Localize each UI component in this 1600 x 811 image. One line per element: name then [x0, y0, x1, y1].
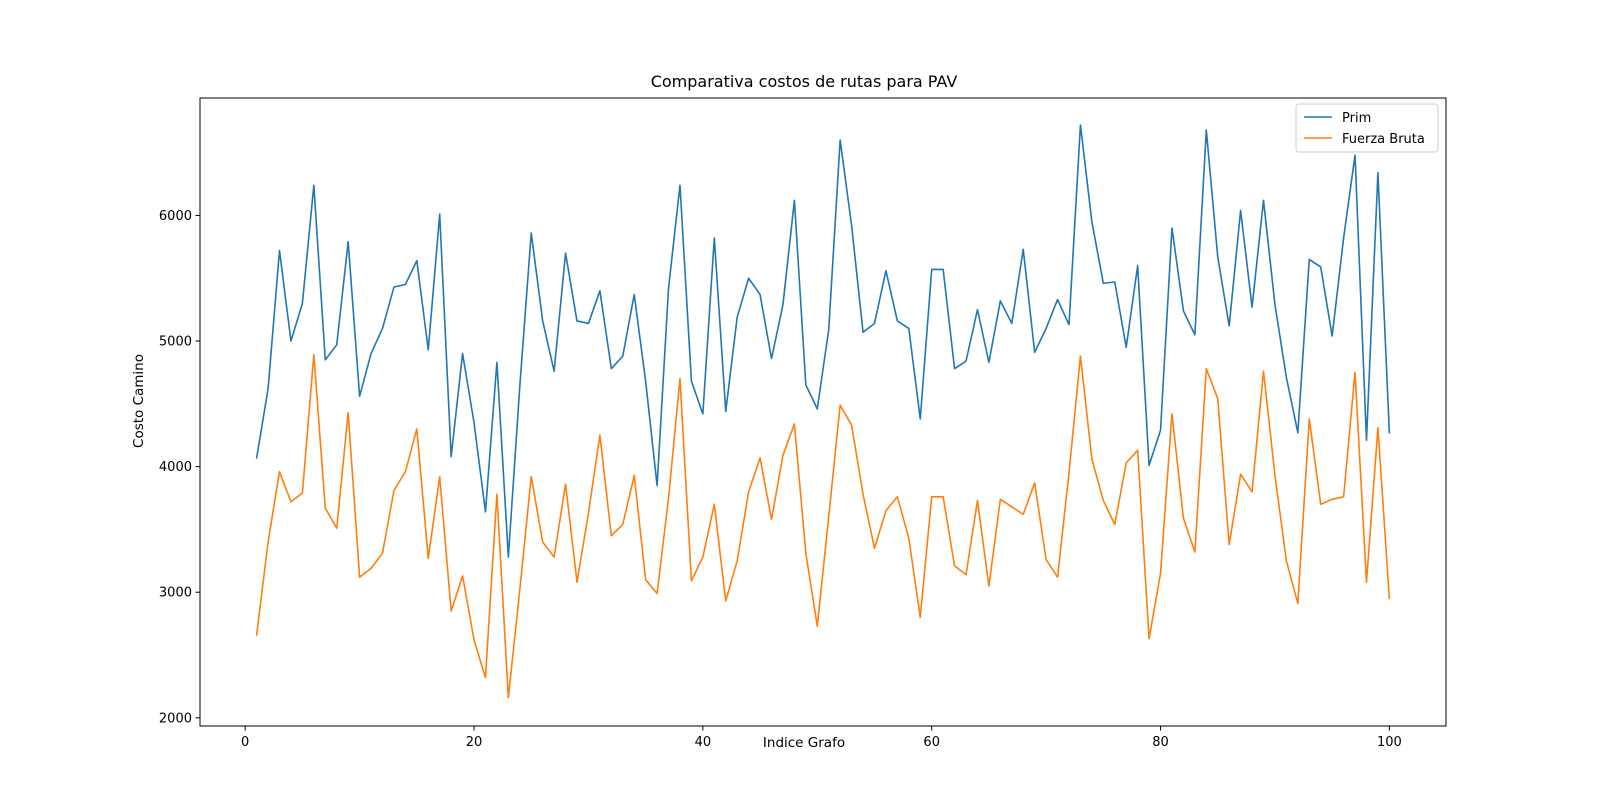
plot-frame	[199, 97, 1447, 727]
chart-title: Comparativa costos de rutas para PAV	[651, 72, 958, 91]
y-tick-label: 5000	[159, 335, 192, 350]
legend-label-fuerza-bruta: Fuerza Bruta	[1342, 132, 1425, 147]
y-tick-label: 6000	[159, 209, 192, 224]
x-axis-label: Indice Grafo	[763, 735, 845, 751]
x-tick-label: 80	[1152, 735, 1169, 750]
legend-label-prim: Prim	[1342, 111, 1371, 126]
legend: Prim Fuerza Bruta	[1295, 103, 1439, 153]
y-tick-label: 3000	[159, 586, 192, 601]
x-tick-label: 100	[1377, 735, 1402, 750]
y-tick-label: 2000	[159, 711, 192, 726]
x-tick-label: 40	[695, 735, 712, 750]
x-tick-label: 20	[466, 735, 483, 750]
x-tick-label: 60	[923, 735, 940, 750]
x-tick-label: 0	[241, 735, 249, 750]
plot-area: 0 20 40 60 80 100 2000 3000 4000 5000 6000	[159, 97, 1447, 750]
y-tick-label: 4000	[159, 460, 192, 475]
series-line-fuerza-bruta	[255, 354, 1391, 699]
y-axis-label: Costo Camino	[131, 354, 147, 448]
series-line-prim	[255, 124, 1391, 558]
legend-box	[1295, 103, 1439, 153]
